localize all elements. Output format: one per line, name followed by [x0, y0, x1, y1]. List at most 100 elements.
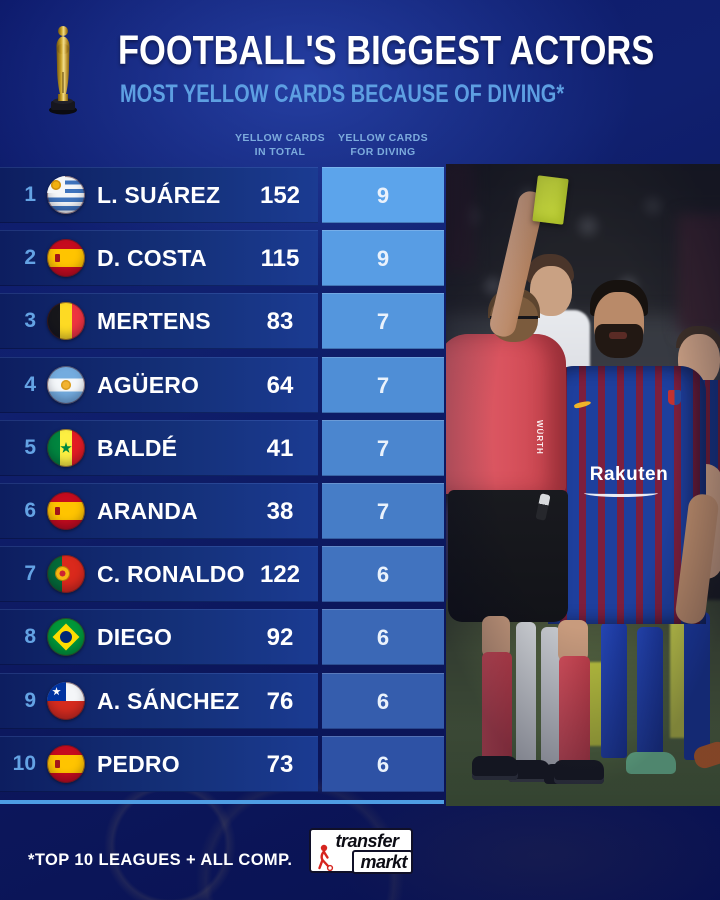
total-cards-value: 76 [266, 688, 294, 715]
footnote: *TOP 10 LEAGUES + ALL COMP. [28, 851, 293, 869]
table-row: 5 BALDÉ 41 [0, 420, 318, 476]
table-row: 3 MERTENS 83 [0, 293, 318, 349]
photo-referee-red-sock [559, 656, 590, 764]
diving-cards-cell: 7 [322, 420, 444, 476]
flag-spain-icon [47, 745, 85, 783]
total-cards-value: 152 [259, 182, 301, 209]
rank-label: 5 [24, 436, 36, 459]
rank-label: 2 [24, 246, 36, 269]
table-row: 4 AGÜERO 64 [0, 357, 318, 413]
diving-cards-cell: 6 [322, 546, 444, 602]
column-header-total-line1: YELLOW CARDS [235, 132, 325, 144]
oscar-statuette-icon [49, 26, 77, 115]
photo-referee-knee [558, 620, 588, 662]
table-row: 10 PEDRO 73 [0, 736, 318, 792]
total-cards-value: 64 [266, 372, 294, 399]
rank-label: 3 [24, 309, 36, 332]
photo-blurred-spectator [446, 164, 474, 270]
column-header-total: YELLOW CARDS IN TOTAL [219, 132, 341, 159]
flag-brazil-icon [47, 618, 85, 656]
rank-label: 9 [24, 689, 36, 712]
photo-referee-red-sock [482, 652, 512, 762]
player-name: D. COSTA [97, 245, 207, 271]
total-cards-value: 38 [266, 498, 294, 525]
table-row: 9 A. SÁNCHEZ 76 [0, 673, 318, 729]
flag-senegal-icon [47, 429, 85, 467]
photo-blue-sock [684, 612, 710, 760]
rank-label: 10 [12, 752, 36, 775]
photo-yellow-bib [670, 620, 686, 738]
photo-referee-boot [554, 760, 604, 784]
table-row: 6 ARANDA 38 [0, 483, 318, 539]
photo-referee-shirt [446, 334, 566, 494]
column-header-diving: YELLOW CARDS FOR DIVING [322, 132, 444, 159]
player-name: DIEGO [97, 624, 173, 650]
flag-argentina-icon [47, 366, 85, 404]
diving-cards-cell: 7 [322, 357, 444, 413]
total-cards-value: 83 [266, 308, 294, 335]
table-row: 8 DIEGO 92 [0, 609, 318, 665]
table-bottom-rule [0, 800, 444, 804]
photo-referee-boot [472, 756, 518, 780]
flag-portugal-icon [47, 555, 85, 593]
page-subtitle: MOST YELLOW CARDS BECAUSE OF DIVING* [120, 80, 565, 108]
photo-blue-sock [637, 627, 663, 760]
flag-belgium-icon [47, 302, 85, 340]
photo-referee-knee [482, 616, 510, 658]
column-header-total-line2: IN TOTAL [254, 145, 306, 158]
diving-cards-cell: 9 [322, 167, 444, 223]
player-name: AGÜERO [97, 372, 200, 398]
photo-green-boot [626, 752, 676, 774]
player-name: PEDRO [97, 751, 180, 777]
photo-boot [508, 760, 550, 782]
diving-cards-cell: 6 [322, 673, 444, 729]
rank-label: 6 [24, 499, 36, 522]
photo-vignette-overlay [446, 164, 720, 806]
player-name: A. SÁNCHEZ [97, 688, 240, 714]
total-cards-value: 115 [260, 245, 300, 272]
rank-label: 1 [24, 183, 36, 206]
diving-cards-cell: 9 [322, 230, 444, 286]
flag-spain-icon [47, 239, 85, 277]
table-row: 7 C. RONALDO 122 [0, 546, 318, 602]
total-cards-value: 41 [266, 435, 294, 462]
photo-barcelona-crest-icon [668, 390, 681, 405]
page-title: FOOTBALL'S BIGGEST ACTORS [118, 27, 655, 73]
flag-chile-icon [47, 682, 85, 720]
player-name: C. RONALDO [97, 561, 245, 587]
rank-label: 4 [24, 373, 36, 396]
column-header-diving-line1: YELLOW CARDS [338, 132, 428, 144]
photo-white-sock [541, 627, 561, 767]
transfermarkt-player-icon [318, 844, 334, 871]
match-photo: Rakuten WÜRTH [446, 164, 720, 806]
transfermarkt-logo: transfer markt [309, 828, 413, 874]
total-cards-value: 92 [266, 624, 294, 651]
flag-spain-icon [47, 492, 85, 530]
photo-sponsor-underline [584, 489, 658, 497]
photo-shirt-sponsor-text: Rakuten [564, 464, 694, 486]
diving-cards-cell: 7 [322, 293, 444, 349]
table-row: 1 L. SUÁREZ 152 [0, 167, 318, 223]
diving-cards-cell: 6 [322, 609, 444, 665]
diving-cards-cell: 7 [322, 483, 444, 539]
player-name: MERTENS [97, 308, 211, 334]
player-name: BALDÉ [97, 435, 178, 461]
column-header-diving-line2: FOR DIVING [350, 145, 416, 158]
photo-white-sock [516, 622, 536, 764]
transfermarkt-logo-bottom-text: markt [352, 850, 413, 874]
photo-referee-shorts [448, 490, 568, 622]
flag-uruguay-icon [47, 176, 85, 214]
table-row: 2 D. COSTA 115 [0, 230, 318, 286]
photo-suarez-mouth [609, 332, 627, 339]
player-name: L. SUÁREZ [97, 182, 221, 208]
player-name: ARANDA [97, 498, 198, 524]
photo-suarez-beard [595, 324, 643, 358]
diving-cards-cell: 6 [322, 736, 444, 792]
total-cards-value: 122 [259, 561, 301, 588]
transfermarkt-logo-top-text: transfer [335, 831, 399, 851]
total-cards-value: 73 [266, 751, 294, 778]
rank-label: 8 [24, 625, 36, 648]
photo-blue-sock [601, 622, 627, 758]
photo-blurred-spectator [678, 214, 720, 334]
